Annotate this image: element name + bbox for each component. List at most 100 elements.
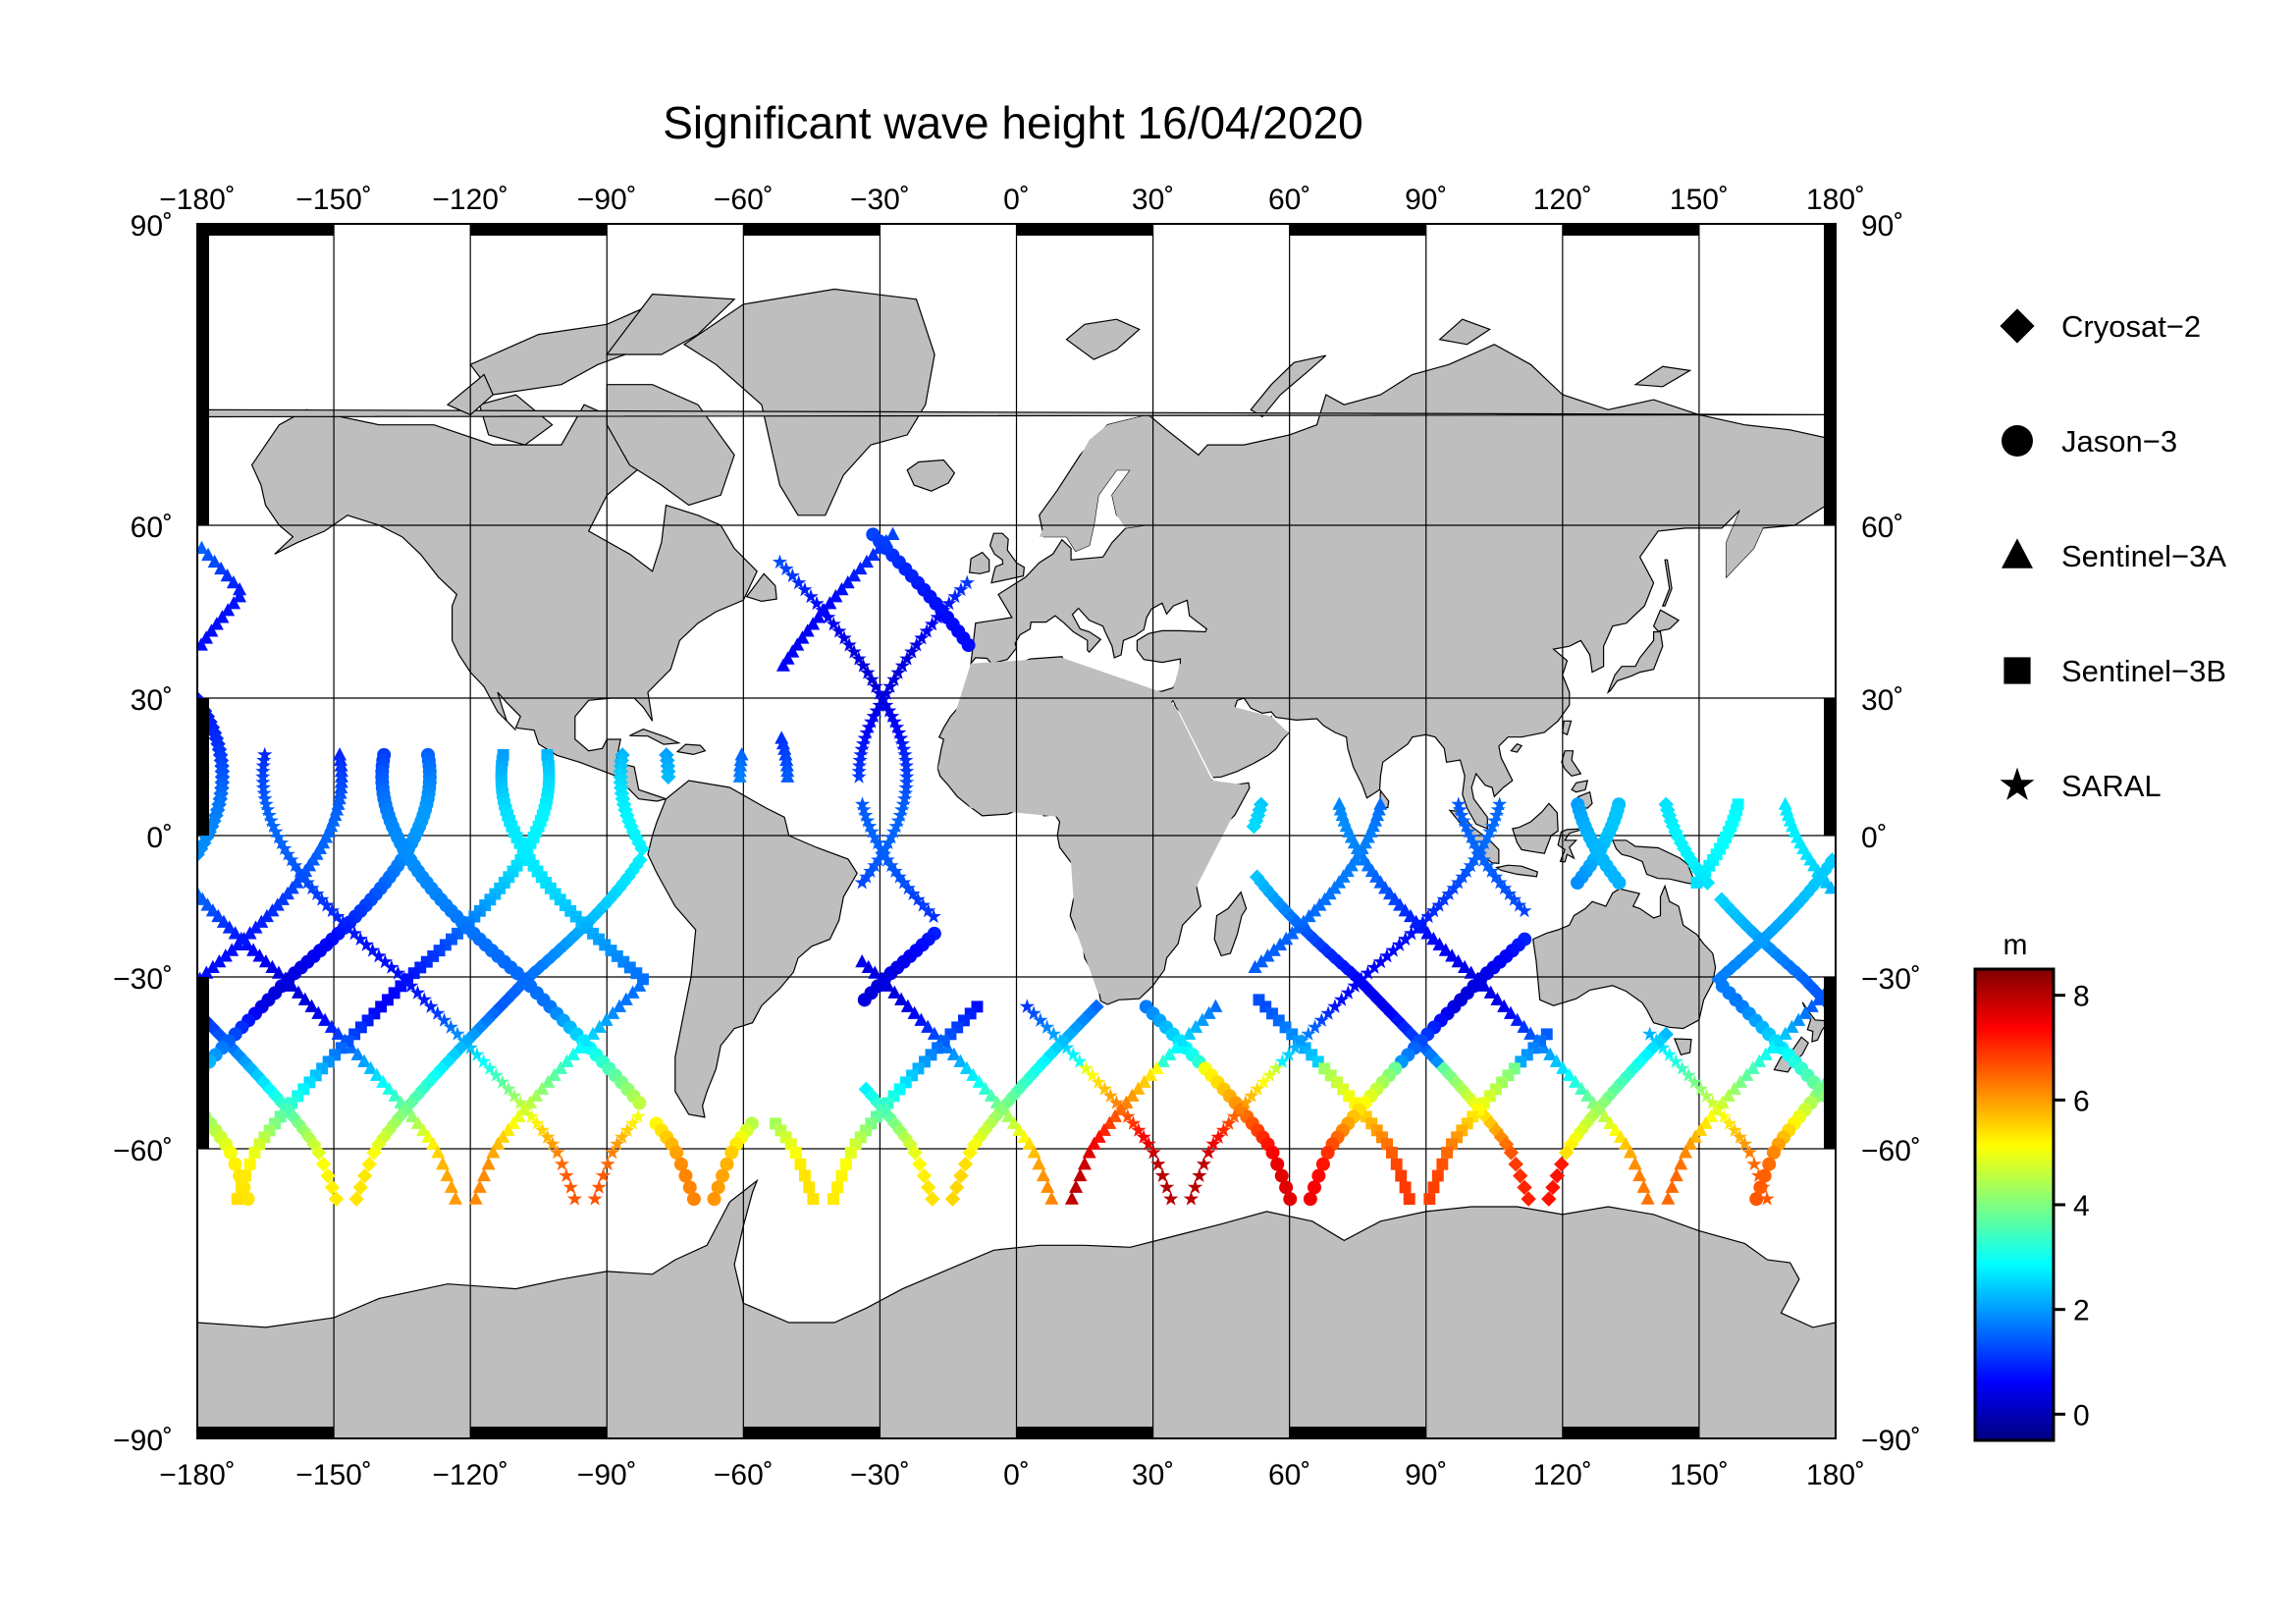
track-point — [1436, 892, 1452, 906]
track-point — [231, 1193, 243, 1206]
track-point — [1107, 1109, 1122, 1122]
track-point — [926, 908, 941, 924]
track-point — [798, 1169, 811, 1182]
land-uk-ireland — [988, 532, 1026, 584]
track-point — [899, 651, 915, 666]
track-point — [1195, 1012, 1209, 1026]
track-point — [342, 1035, 354, 1048]
track-point — [909, 637, 925, 652]
track-point — [1484, 818, 1500, 834]
track-point — [1261, 1067, 1278, 1082]
track-point — [888, 818, 904, 834]
track-point — [388, 1088, 402, 1102]
track-point — [1201, 1005, 1216, 1019]
track-point — [214, 561, 229, 575]
track-point — [534, 1122, 551, 1137]
track-point — [860, 813, 876, 828]
track-point — [1398, 931, 1414, 947]
track-point — [363, 1060, 378, 1074]
track-point — [1554, 1157, 1570, 1172]
track-point — [1131, 1081, 1146, 1095]
colorbar-tick-label: 0 — [2073, 1399, 2090, 1432]
track-point — [472, 1179, 487, 1193]
land-madagascar — [1213, 891, 1248, 957]
track-point — [871, 1110, 882, 1123]
track-point — [1665, 1179, 1680, 1193]
track-point — [1082, 1005, 1097, 1022]
track-point — [475, 1054, 492, 1068]
track-point — [586, 908, 602, 925]
track-point — [507, 1115, 521, 1129]
track-point — [1746, 1156, 1762, 1171]
legend-label: SARAL — [2061, 769, 2162, 803]
track-point — [1404, 925, 1419, 941]
track-point — [894, 735, 910, 751]
track-point — [1265, 1145, 1280, 1160]
track-point — [559, 1167, 574, 1182]
land-victoria-island — [478, 394, 554, 446]
track-point — [707, 1192, 721, 1207]
track-point — [881, 978, 895, 992]
track-point — [870, 835, 885, 850]
track-point — [1159, 1179, 1175, 1194]
track-point — [1446, 1138, 1458, 1151]
track-point — [966, 1067, 981, 1081]
track-point — [1001, 1109, 1016, 1122]
track-point — [1502, 1069, 1515, 1082]
track-point — [1343, 1090, 1356, 1103]
track-point — [1490, 801, 1506, 817]
track-point — [1766, 1145, 1781, 1160]
track-point — [1155, 1054, 1170, 1067]
track-point — [1540, 1028, 1553, 1041]
track-point — [443, 1019, 458, 1034]
track-point — [596, 897, 613, 913]
track-point — [309, 1069, 322, 1082]
track-point — [1450, 874, 1467, 890]
track-point — [595, 1167, 612, 1182]
track-point — [1255, 1074, 1271, 1089]
track-point — [849, 1138, 862, 1151]
track-point — [436, 1012, 453, 1027]
track-point — [1699, 1088, 1715, 1103]
track-point — [889, 719, 905, 734]
track-point — [1395, 1169, 1408, 1182]
track-point — [486, 1145, 501, 1159]
land-cuba — [629, 729, 681, 745]
lat-tick-right: −90˚ — [1861, 1425, 1921, 1457]
track-point — [1311, 1168, 1326, 1183]
track-point — [854, 796, 871, 811]
frame-segment — [743, 1427, 881, 1438]
track-point — [1201, 1144, 1216, 1160]
track-point — [800, 623, 815, 637]
track-point — [1454, 807, 1469, 822]
track-point — [795, 630, 810, 644]
frame-segment — [1016, 1427, 1153, 1438]
track-point — [231, 937, 245, 950]
track-point — [1718, 965, 1734, 981]
track-point — [1693, 1122, 1708, 1136]
track-point — [405, 1109, 420, 1122]
legend-label: Jason−3 — [2061, 424, 2177, 459]
track-point — [1262, 886, 1279, 902]
track-point — [1636, 1179, 1651, 1193]
track-point — [921, 1019, 935, 1033]
track-point — [915, 897, 931, 912]
track-point — [864, 1088, 881, 1105]
track-point — [914, 1012, 929, 1026]
track-point — [1082, 1145, 1096, 1159]
track-point — [1574, 1122, 1589, 1139]
track-point — [252, 948, 267, 962]
lon-tick-bottom: 0˚ — [1003, 1459, 1030, 1491]
track-point — [1767, 920, 1783, 936]
track-point — [361, 1014, 374, 1027]
track-point — [1571, 876, 1585, 890]
track-point — [1065, 1047, 1081, 1061]
track-point — [1673, 835, 1689, 851]
track-point — [857, 993, 872, 1007]
track-point — [828, 589, 843, 603]
frame-segment — [197, 224, 209, 525]
track-point — [806, 617, 821, 630]
track-point — [388, 987, 400, 1000]
track-point — [324, 1179, 341, 1196]
track-point — [623, 961, 636, 974]
